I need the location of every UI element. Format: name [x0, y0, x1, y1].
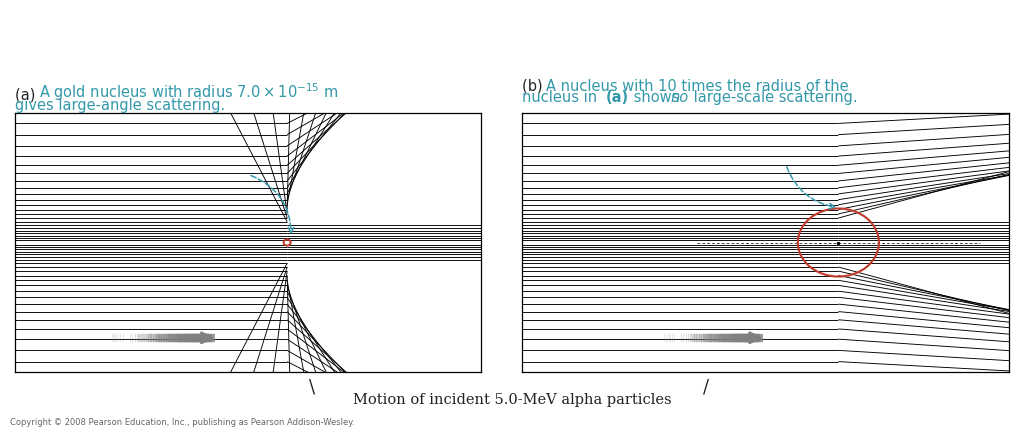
Text: Copyright © 2008 Pearson Education, Inc., publishing as Pearson Addison-Wesley.: Copyright © 2008 Pearson Education, Inc.… [10, 417, 355, 426]
Text: gives large-angle scattering.: gives large-angle scattering. [15, 98, 225, 113]
Text: nucleus in: nucleus in [522, 89, 602, 104]
Text: (a): (a) [15, 87, 40, 102]
Text: A nucleus with 10 times the radius of the: A nucleus with 10 times the radius of th… [546, 79, 849, 94]
Text: large-scale scattering.: large-scale scattering. [689, 89, 858, 104]
Text: /: / [703, 378, 710, 396]
Text: (a): (a) [606, 89, 630, 104]
Text: A gold nucleus with radius $7.0 \times 10^{-15}$ m: A gold nucleus with radius $7.0 \times 1… [39, 81, 338, 102]
Text: no: no [671, 89, 689, 104]
Text: (b): (b) [522, 79, 548, 94]
Text: \: \ [309, 378, 315, 396]
Text: Motion of incident 5.0-MeV alpha particles: Motion of incident 5.0-MeV alpha particl… [352, 393, 672, 406]
Text: shows: shows [629, 89, 684, 104]
